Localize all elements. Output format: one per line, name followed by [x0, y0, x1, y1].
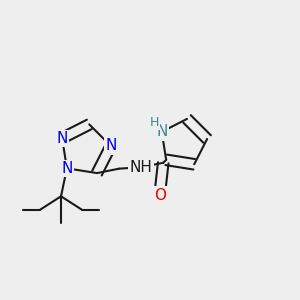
Text: O: O: [154, 188, 166, 203]
Text: NH: NH: [130, 160, 153, 175]
Text: N: N: [156, 124, 167, 139]
Text: H: H: [150, 116, 159, 130]
Text: N: N: [56, 131, 68, 146]
Text: N: N: [105, 138, 116, 153]
Text: N: N: [61, 161, 73, 176]
